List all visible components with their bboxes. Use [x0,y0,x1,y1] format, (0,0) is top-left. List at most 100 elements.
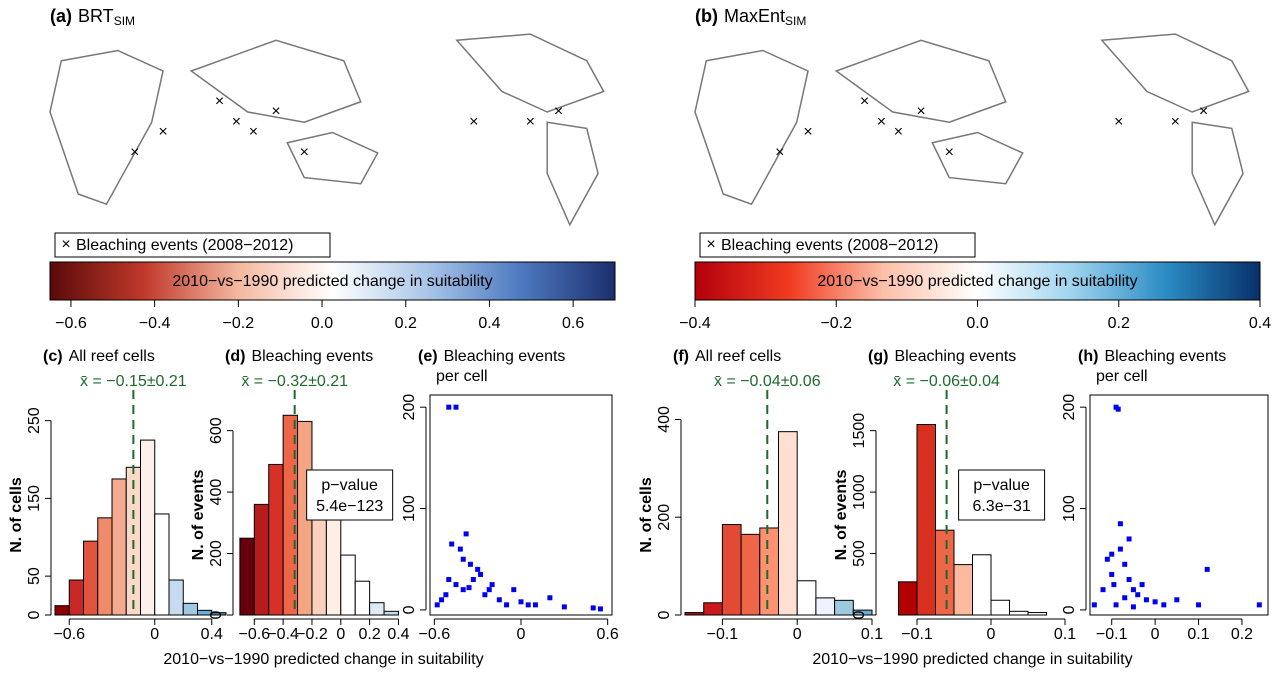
scatter-point [1256,602,1262,608]
event-marker: × [860,93,869,110]
colorbar-tick-label: 0.2 [1108,315,1130,332]
histogram-bar [953,564,973,616]
panel-title: (a) BRTSIM [50,6,135,28]
y-tick-label: 200 [656,504,673,531]
coastline [455,33,605,113]
event-marker: × [877,113,886,130]
coastline [189,39,362,124]
scatter-point [1161,602,1167,608]
x-tick-label: 0 [793,626,802,643]
histogram-bar [703,602,723,616]
event-marker: × [775,144,784,161]
panel-title-text: All reef cells [69,348,155,365]
panel-label: (e) [418,348,438,365]
colorbar-tick-label: 0.0 [311,315,333,332]
scatter-point [1135,592,1141,598]
colorbar [694,261,1261,301]
scatter-point [1122,595,1128,601]
x-tick-label: 0 [987,626,996,643]
histogram-bar [778,431,798,616]
model-subscript: SIM [114,14,135,28]
y-tick-label: 1000 [851,474,868,510]
histogram-bar [1009,610,1029,616]
panel-title-line2: per cell [1096,368,1148,385]
x-tick-label: −0.6 [419,626,451,643]
mean-annotation: x̄ = −0.06±0.04 [893,373,1000,390]
scatter-point [504,602,510,608]
panel-title: (g) Bleaching events [868,348,1016,365]
legend-marker: × [706,236,715,253]
event-marker: × [1171,113,1180,130]
y-tick-label: 100 [1061,495,1078,522]
y-tick-label: 0 [208,610,225,619]
y-tick-label: 250 [26,407,43,434]
scatter-point [466,585,472,591]
model-name: BRT [78,6,114,26]
legend-box [54,232,331,258]
mean-annotation: x̄ = −0.32±0.21 [241,373,348,390]
histogram-bar [916,423,936,616]
y-tick-label: 0 [401,605,418,614]
panel-title-text: Bleaching events [894,348,1016,365]
histogram-bar [253,503,270,616]
event-marker: × [300,144,309,161]
histogram-bar [68,579,84,616]
colorbar-tick-label: 0.6 [562,315,584,332]
scatter-point [446,577,452,583]
coastline [1191,121,1244,227]
scatter-point [1130,587,1136,593]
panel-title: (b) MaxEntSIM [695,6,806,28]
panel-title-text: Bleaching events [251,348,373,365]
scatter-point [482,592,488,598]
panel-title: (f) All reef cells [673,348,781,365]
scatter-point [1204,566,1210,572]
event-marker: × [249,124,258,141]
event-marker: × [945,144,954,161]
event-marker: × [469,113,478,130]
scatter-point [460,556,466,562]
coastline [286,131,379,185]
x-tick-label: 0.2 [1231,626,1253,643]
colorbar-tick-label: −0.4 [679,315,711,332]
panel-title: (h) Bleaching events [1078,348,1226,365]
panel-title-text: Bleaching events [1104,348,1226,365]
event-marker: × [554,103,563,120]
scatter-point [511,587,517,593]
y-axis-label: N. of cells [638,477,655,553]
pvalue-box [958,469,1046,521]
colorbar-label: 2010−vs−1990 predicted change in suitabi… [817,273,1137,290]
scatter-point [486,587,492,593]
event-marker: × [526,113,535,130]
colorbar-tick-label: −0.2 [820,315,852,332]
colorbar-tick-label: 0.4 [1249,315,1271,332]
scatter-point [478,571,484,577]
histogram-bar [97,517,113,616]
scatter-point [1104,556,1110,562]
y-tick-label: 0 [851,610,868,619]
colorbar-tick-label: 0.4 [478,315,500,332]
histogram-bar [54,605,70,616]
scatter-point [470,577,476,583]
pvalue: 5.4e−123 [316,498,383,515]
histogram-bar [354,580,371,616]
scatter-point [1115,406,1121,412]
event-marker: × [158,124,167,141]
coastline [694,49,809,206]
histogram-bar [239,537,255,616]
histogram-bar [796,580,817,616]
x-tick-label: −0.1 [707,626,739,643]
colorbar-tick-label: 0.0 [966,315,988,332]
scatter-point [475,566,481,572]
coastline [834,39,1007,124]
y-tick-label: 400 [656,406,673,433]
y-tick-label: 150 [26,485,43,512]
histogram-bar [990,599,1010,616]
pvalue-label: p−value [321,477,378,494]
scatter-point [457,546,463,552]
scatter-point [489,582,495,588]
y-tick-label: 1500 [851,413,868,449]
panel-title: (d) Bleaching events [225,348,373,365]
scatter-point [1152,599,1158,605]
histogram-bar [935,529,955,616]
